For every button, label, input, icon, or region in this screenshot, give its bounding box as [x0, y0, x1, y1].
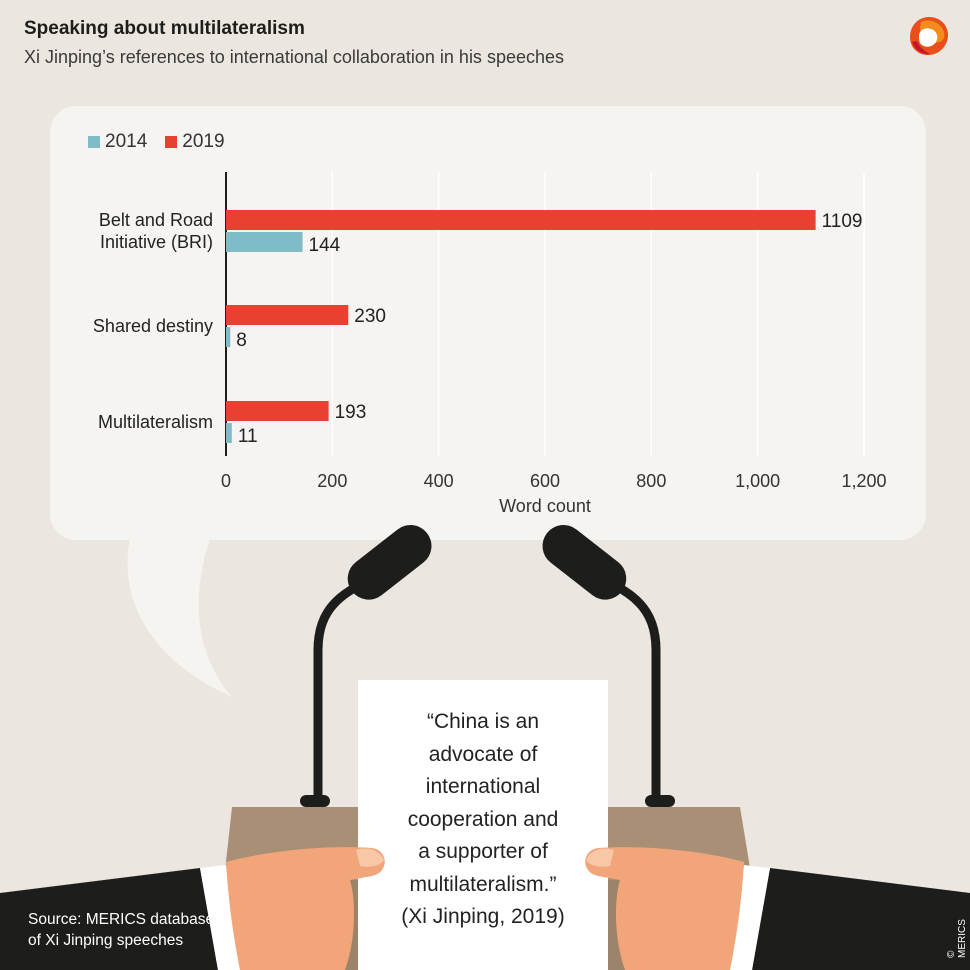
quote-line: international: [425, 775, 541, 798]
bar-chart: 0 200 400 600 800 1,000 1,200 Word count 1109 144…: [93, 172, 887, 516]
data-label-2014: 8: [236, 330, 247, 351]
quote-line: “China is an: [426, 710, 540, 733]
legend-item-2014: 2014: [88, 131, 147, 153]
right-sleeve: [752, 868, 970, 970]
quote-attribution: (Xi Jinping, 2019): [401, 905, 565, 928]
data-label-2019: 230: [354, 306, 386, 327]
x-tick-label: 0: [221, 471, 231, 491]
data-label-2014: 144: [309, 235, 341, 256]
data-label-2019: 1109: [822, 211, 863, 232]
data-label-2014: 11: [238, 426, 258, 447]
bar-2014: [226, 327, 231, 347]
category-label: Initiative (BRI): [100, 232, 213, 252]
quote-line: multilateralism.”: [409, 872, 557, 896]
x-tick-label: 400: [424, 471, 454, 491]
bar-2014: [226, 232, 303, 252]
category-label: Shared destiny: [93, 316, 213, 336]
left-mic-stand-icon: [313, 580, 363, 800]
bar-2014: [226, 423, 232, 443]
left-microphone-icon: [347, 524, 432, 600]
right-microphone-icon: [542, 524, 627, 600]
quote-line: advocate of: [428, 742, 538, 766]
category-label: Multilateralism: [98, 412, 213, 432]
merics-logo-icon: [910, 17, 948, 55]
right-mic-stand-icon: [611, 580, 661, 800]
source-line: of Xi Jinping speeches: [28, 932, 184, 949]
quote-line: a supporter of: [418, 840, 548, 863]
source-line: Source: MERICS database: [28, 911, 215, 928]
copyright: © MERICS: [946, 919, 968, 958]
x-tick-label: 1,200: [841, 471, 886, 491]
legend-item-2019: 2019: [165, 131, 225, 153]
left-sleeve: [0, 868, 218, 970]
bar-2019: [226, 401, 329, 421]
page-subtitle: Xi Jinping’s references to international…: [24, 47, 564, 67]
left-hand: [226, 847, 385, 970]
speech-quote: “China is an advocate of international c…: [378, 706, 588, 934]
legend-swatch-2019: [165, 136, 178, 148]
x-axis-title: Word count: [499, 496, 591, 516]
source-note: Source: MERICS database of Xi Jinping sp…: [28, 909, 228, 951]
chart-legend: 2014 2019: [88, 131, 225, 153]
x-tick-label: 1,000: [735, 471, 780, 491]
bar-2019: [226, 210, 816, 230]
x-tick-label: 600: [530, 471, 560, 491]
legend-label-2019: 2019: [182, 131, 225, 152]
legend-label-2014: 2014: [105, 131, 148, 152]
legend-swatch-2014: [88, 136, 100, 148]
data-label-2019: 193: [335, 402, 367, 423]
bar-2019: [226, 305, 349, 325]
category-label: Belt and Road: [99, 210, 213, 230]
x-tick-label: 200: [317, 471, 347, 491]
page-title: Speaking about multilateralism: [24, 18, 305, 39]
speech-bubble: [50, 106, 926, 540]
quote-line: cooperation and: [407, 807, 559, 831]
x-tick-label: 800: [636, 471, 666, 491]
speech-paper: [358, 680, 608, 970]
right-hand: [585, 847, 744, 970]
